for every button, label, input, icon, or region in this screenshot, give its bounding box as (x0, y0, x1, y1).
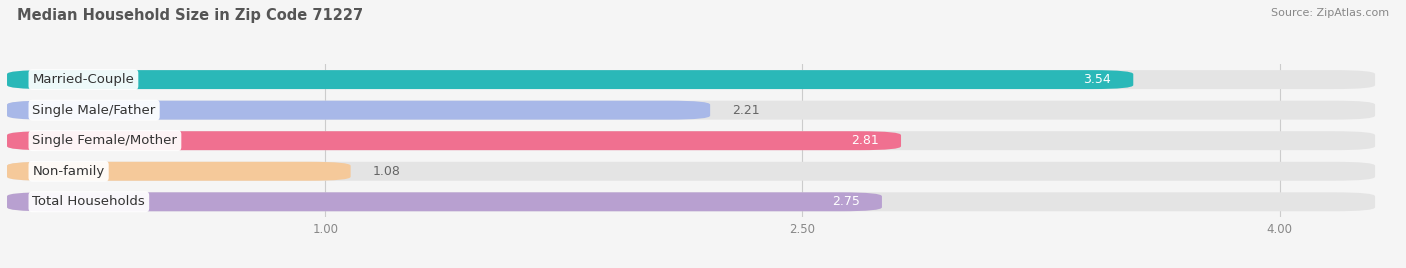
FancyBboxPatch shape (7, 70, 1133, 89)
Text: 2.75: 2.75 (832, 195, 859, 208)
FancyBboxPatch shape (7, 192, 882, 211)
Text: Married-Couple: Married-Couple (32, 73, 135, 86)
Text: Source: ZipAtlas.com: Source: ZipAtlas.com (1271, 8, 1389, 18)
FancyBboxPatch shape (7, 131, 901, 150)
Text: Median Household Size in Zip Code 71227: Median Household Size in Zip Code 71227 (17, 8, 363, 23)
Text: Total Households: Total Households (32, 195, 145, 208)
FancyBboxPatch shape (7, 162, 350, 181)
Text: Single Male/Father: Single Male/Father (32, 104, 156, 117)
Text: 3.54: 3.54 (1083, 73, 1111, 86)
FancyBboxPatch shape (7, 70, 1375, 89)
FancyBboxPatch shape (7, 101, 1375, 120)
Text: 2.81: 2.81 (851, 134, 879, 147)
Text: Non-family: Non-family (32, 165, 104, 178)
Text: 2.21: 2.21 (733, 104, 761, 117)
Text: Single Female/Mother: Single Female/Mother (32, 134, 177, 147)
Text: 1.08: 1.08 (373, 165, 401, 178)
FancyBboxPatch shape (7, 192, 1375, 211)
FancyBboxPatch shape (7, 162, 1375, 181)
FancyBboxPatch shape (7, 131, 1375, 150)
FancyBboxPatch shape (7, 101, 710, 120)
